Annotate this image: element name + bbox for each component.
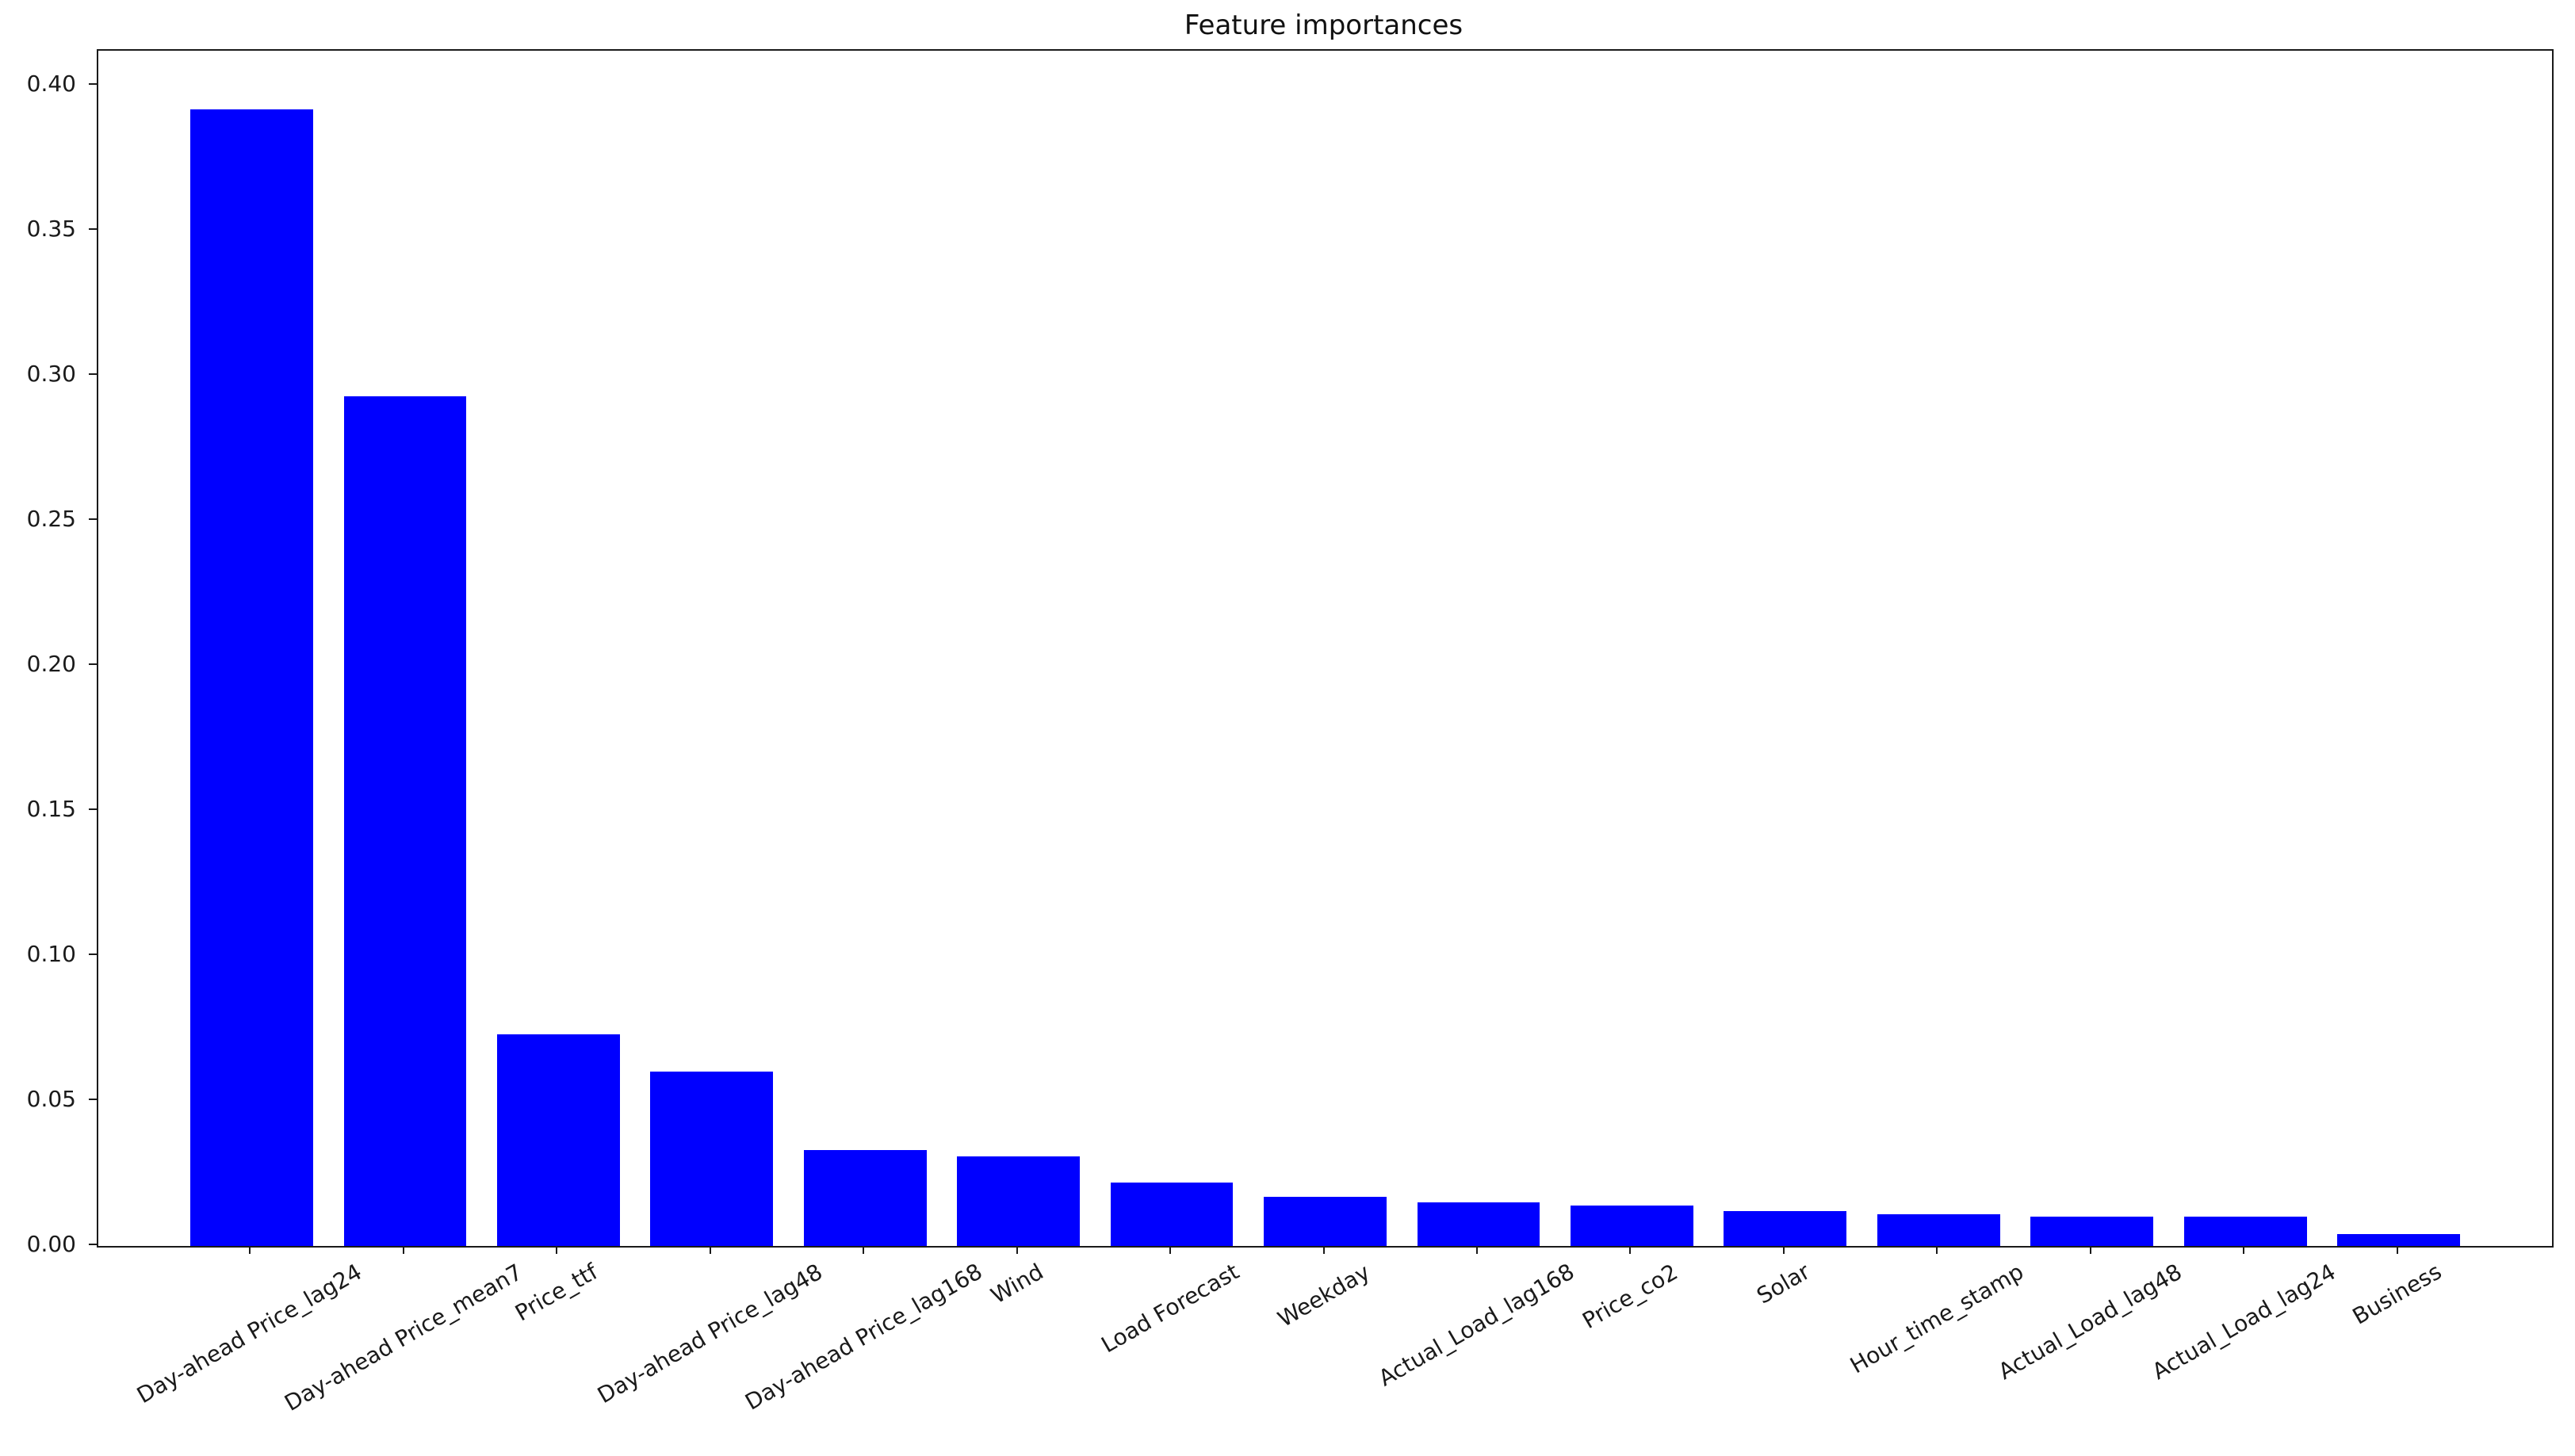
y-axis-label: 0.40 <box>26 71 76 97</box>
y-axis-tick <box>89 83 97 86</box>
x-axis-label: Solar <box>1752 1258 1815 1310</box>
bar <box>1417 1202 1540 1246</box>
bar <box>1110 1182 1234 1246</box>
y-axis-tick <box>89 1099 97 1101</box>
y-axis-tick <box>89 373 97 376</box>
x-axis-tick <box>556 1246 558 1254</box>
y-axis-label: 0.05 <box>26 1086 76 1113</box>
x-axis-label: Business <box>2347 1258 2447 1331</box>
chart-title: Feature importances <box>1184 10 1464 41</box>
y-axis-tick <box>89 518 97 521</box>
x-axis-tick <box>402 1246 404 1254</box>
x-axis-label: Wind <box>985 1258 1048 1309</box>
y-axis-label: 0.15 <box>26 796 76 823</box>
bar <box>496 1034 620 1246</box>
bar <box>1571 1205 1693 1246</box>
y-axis-label: 0.35 <box>26 216 76 243</box>
bar <box>957 1156 1080 1246</box>
x-axis-tick <box>1169 1246 1172 1254</box>
x-axis-label: Actual_Load_lag168 <box>1374 1258 1579 1393</box>
x-axis-tick <box>1629 1246 1632 1254</box>
bar <box>650 1072 774 1246</box>
x-axis-label: Load Forecast <box>1096 1259 1244 1359</box>
y-axis-tick <box>89 808 97 811</box>
x-axis-tick <box>709 1246 711 1254</box>
x-axis-tick <box>249 1246 251 1254</box>
bar <box>1724 1211 1847 1246</box>
x-axis-tick <box>863 1246 865 1254</box>
x-axis-tick <box>2089 1246 2091 1254</box>
x-axis-tick <box>2396 1246 2398 1254</box>
y-axis-tick <box>89 228 97 231</box>
bar <box>1264 1196 1387 1246</box>
x-axis-tick <box>1016 1246 1018 1254</box>
x-axis-tick <box>2243 1246 2245 1254</box>
bar <box>190 109 313 1246</box>
y-axis-tick <box>89 1244 97 1245</box>
bar <box>2030 1217 2154 1246</box>
y-axis-label: 0.30 <box>26 361 76 388</box>
x-axis-label: Price_co2 <box>1578 1259 1682 1334</box>
y-axis-label: 0.25 <box>26 506 76 533</box>
y-axis-tick <box>89 953 97 956</box>
y-axis-label: 0.20 <box>26 651 76 678</box>
bar <box>1877 1213 2000 1246</box>
x-axis-label: Price_ttf <box>511 1258 603 1327</box>
y-axis-label: 0.00 <box>26 1231 76 1257</box>
bar <box>803 1150 927 1246</box>
x-axis-label: Weekday <box>1272 1258 1375 1332</box>
x-axis-tick <box>1322 1246 1325 1254</box>
bar <box>2337 1234 2460 1246</box>
plot-area <box>97 49 2554 1248</box>
bar <box>2183 1217 2307 1246</box>
x-axis-tick <box>1782 1246 1785 1254</box>
y-axis-tick <box>89 663 97 666</box>
y-axis-label: 0.10 <box>26 941 76 968</box>
x-axis-tick <box>1475 1246 1478 1254</box>
bar <box>343 396 467 1246</box>
x-axis-tick <box>1936 1246 1938 1254</box>
